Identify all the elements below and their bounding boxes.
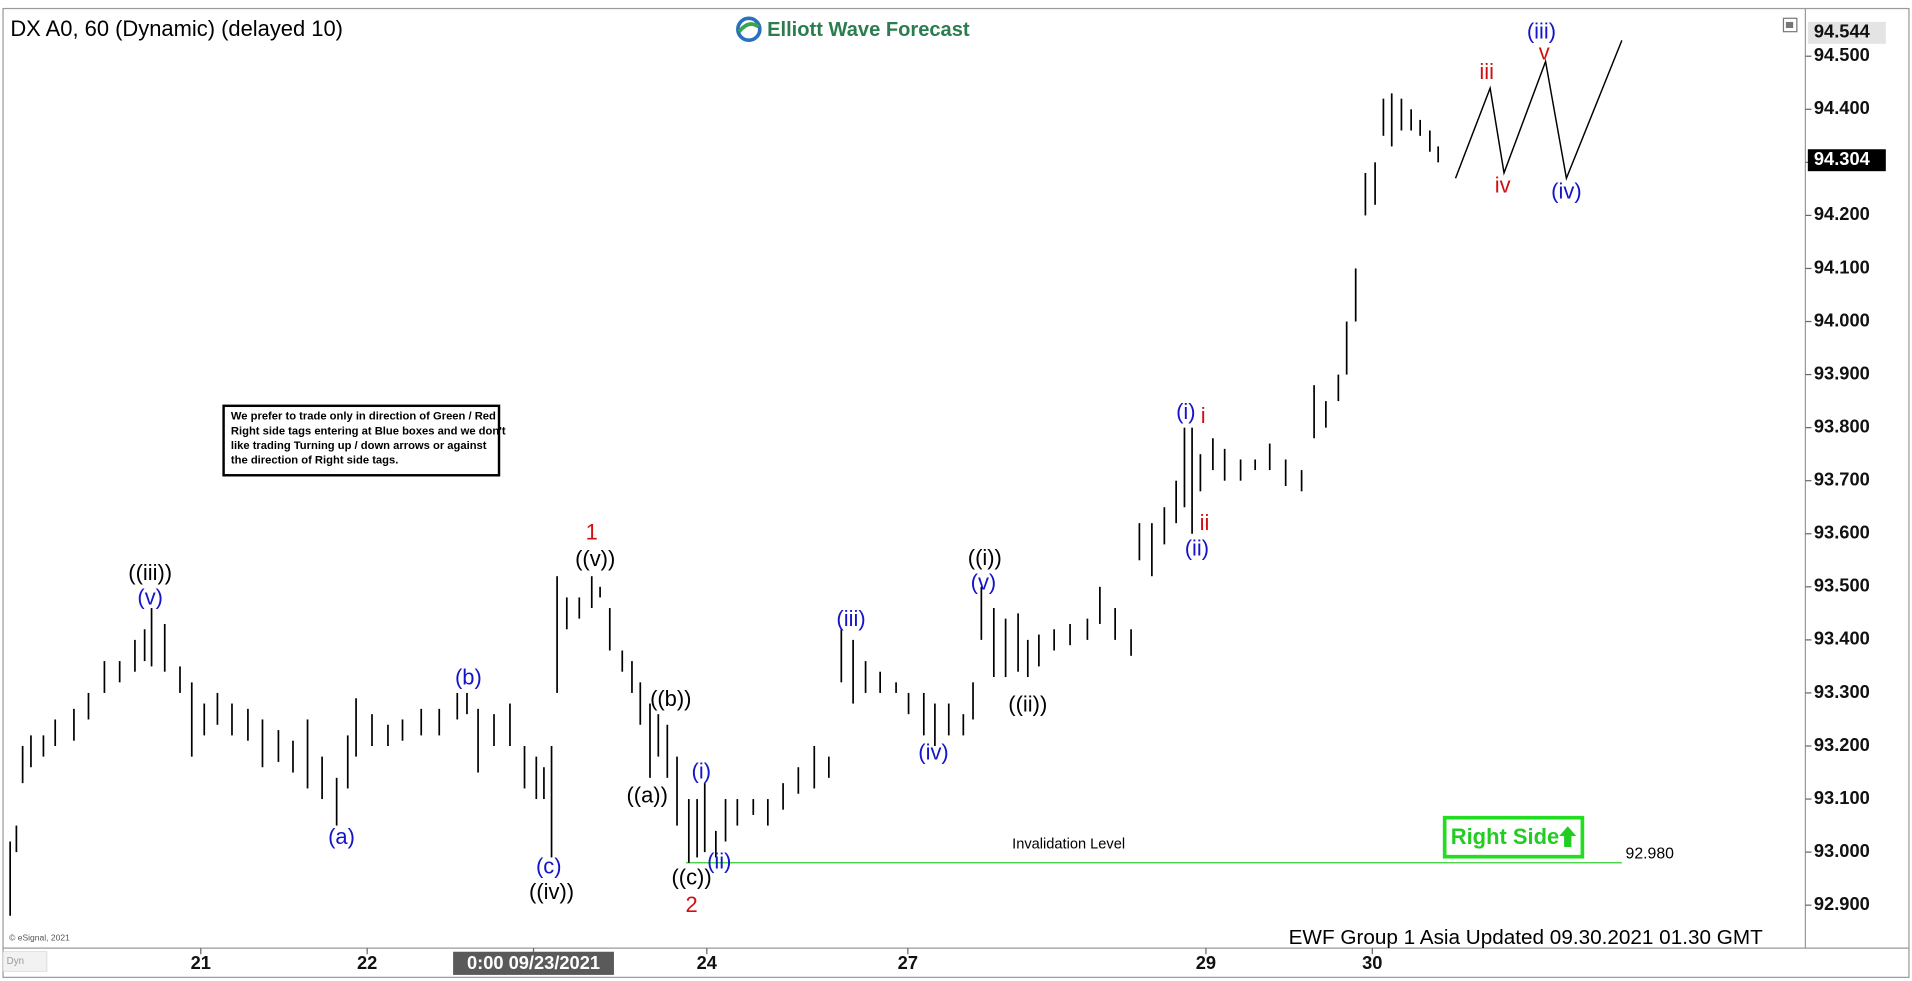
- wave-label: 2: [685, 892, 697, 917]
- mode-label[interactable]: Dyn: [7, 956, 24, 967]
- wave-label: ((a)): [627, 783, 668, 808]
- y-tick-label: 93.600: [1814, 522, 1870, 543]
- logo-icon: [736, 16, 762, 43]
- wave-label: (i): [692, 758, 711, 783]
- wave-label: ((ii)): [1008, 691, 1047, 716]
- wave-label: iv: [1495, 173, 1511, 198]
- invalidation-label: Invalidation Level: [1012, 836, 1125, 852]
- target-price-box: [1807, 21, 1886, 44]
- wave-label: ((c)): [671, 864, 711, 889]
- y-tick-label: 93.700: [1814, 469, 1870, 490]
- last-price-label: 94.304: [1814, 148, 1871, 169]
- y-tick-label: 93.000: [1814, 840, 1870, 861]
- chart-title: DX A0, 60 (Dynamic) (delayed 10): [10, 16, 343, 41]
- y-tick-label: 93.300: [1814, 681, 1870, 702]
- window-icon-inner: [1785, 21, 1794, 29]
- frame: [2, 7, 1910, 978]
- wave-label: ((b)): [650, 686, 691, 711]
- wave-label: iii: [1479, 59, 1494, 84]
- wave-label: (iii): [836, 606, 865, 631]
- wave-label: (v): [971, 569, 997, 594]
- logo-text: Elliott Wave Forecast: [767, 19, 970, 41]
- note-line: We prefer to trade only in direction of …: [231, 411, 496, 423]
- x-tick-label: 24: [697, 952, 718, 973]
- y-tick-label: 94.500: [1814, 44, 1870, 65]
- wave-label: (iv): [1551, 178, 1581, 203]
- up-arrow-icon: [1559, 826, 1577, 847]
- copyright: © eSignal, 2021: [9, 933, 70, 943]
- wave-label: (ii): [1185, 535, 1209, 560]
- y-tick-label: 94.100: [1814, 256, 1870, 277]
- wave-label: ((i)): [968, 545, 1002, 570]
- footer-text: EWF Group 1 Asia Updated 09.30.2021 01.3…: [1289, 926, 1763, 949]
- note-frame: [222, 404, 501, 477]
- x-tick-label: 0:00 09/23/2021: [467, 952, 600, 973]
- wave-label: (ii): [707, 849, 731, 874]
- last-price-box: [1807, 149, 1886, 172]
- crosshair-time-box: [453, 951, 614, 975]
- note-line: Right side tags entering at Blue boxes a…: [231, 425, 506, 437]
- wave-label: (c): [536, 853, 562, 878]
- projection-path: [1454, 40, 1623, 181]
- y-tick-label: 94.000: [1814, 309, 1870, 330]
- y-tick-label: 93.500: [1814, 575, 1870, 596]
- x-tick-label: 22: [357, 952, 377, 973]
- wave-label: ((v)): [575, 546, 615, 571]
- y-tick-label: 92.900: [1814, 893, 1870, 914]
- x-tick-label: 29: [1196, 952, 1216, 973]
- right-side-button[interactable]: Right Side: [1442, 815, 1585, 859]
- wave-label: ((iii)): [128, 560, 172, 585]
- wave-label: (iv): [918, 740, 948, 765]
- wave-label: ((iv)): [529, 879, 574, 904]
- invalidation-value: 92.980: [1626, 845, 1675, 862]
- wave-label: ii: [1200, 510, 1210, 535]
- y-tick-label: 93.900: [1814, 362, 1870, 383]
- y-tick-label: 93.400: [1814, 628, 1870, 649]
- wave-label: (iii): [1527, 19, 1556, 44]
- note-box: We prefer to trade only in direction of …: [222, 404, 506, 477]
- y-tick-label: 94.400: [1814, 97, 1870, 118]
- note-line: like trading Turning up / down arrows or…: [231, 440, 487, 452]
- y-tick-label: 94.200: [1814, 203, 1870, 224]
- y-tick-label: 93.100: [1814, 787, 1870, 808]
- wave-label: (b): [455, 664, 482, 689]
- wave-label: 1: [586, 520, 598, 545]
- logo-icon-arc: [737, 22, 760, 33]
- target-price-label: 94.544: [1814, 21, 1871, 42]
- y-tick-label: 93.200: [1814, 734, 1870, 755]
- mode-box[interactable]: [2, 951, 48, 972]
- wave-label: (v): [137, 584, 163, 609]
- x-tick-label: 27: [898, 952, 918, 973]
- x-tick-label: 30: [1362, 952, 1382, 973]
- y-tick-label: 93.800: [1814, 415, 1870, 436]
- wave-label: i: [1201, 403, 1206, 428]
- wave-label: (i): [1176, 399, 1195, 424]
- button-label[interactable]: Right Side: [1451, 824, 1559, 849]
- wave-label: v: [1539, 39, 1550, 64]
- logo: Elliott Wave Forecast: [736, 16, 970, 43]
- note-line: the direction of Right side tags.: [231, 455, 398, 467]
- x-tick-label: 21: [191, 952, 211, 973]
- button-frame[interactable]: [1442, 815, 1585, 859]
- wave-label: (a): [328, 824, 355, 849]
